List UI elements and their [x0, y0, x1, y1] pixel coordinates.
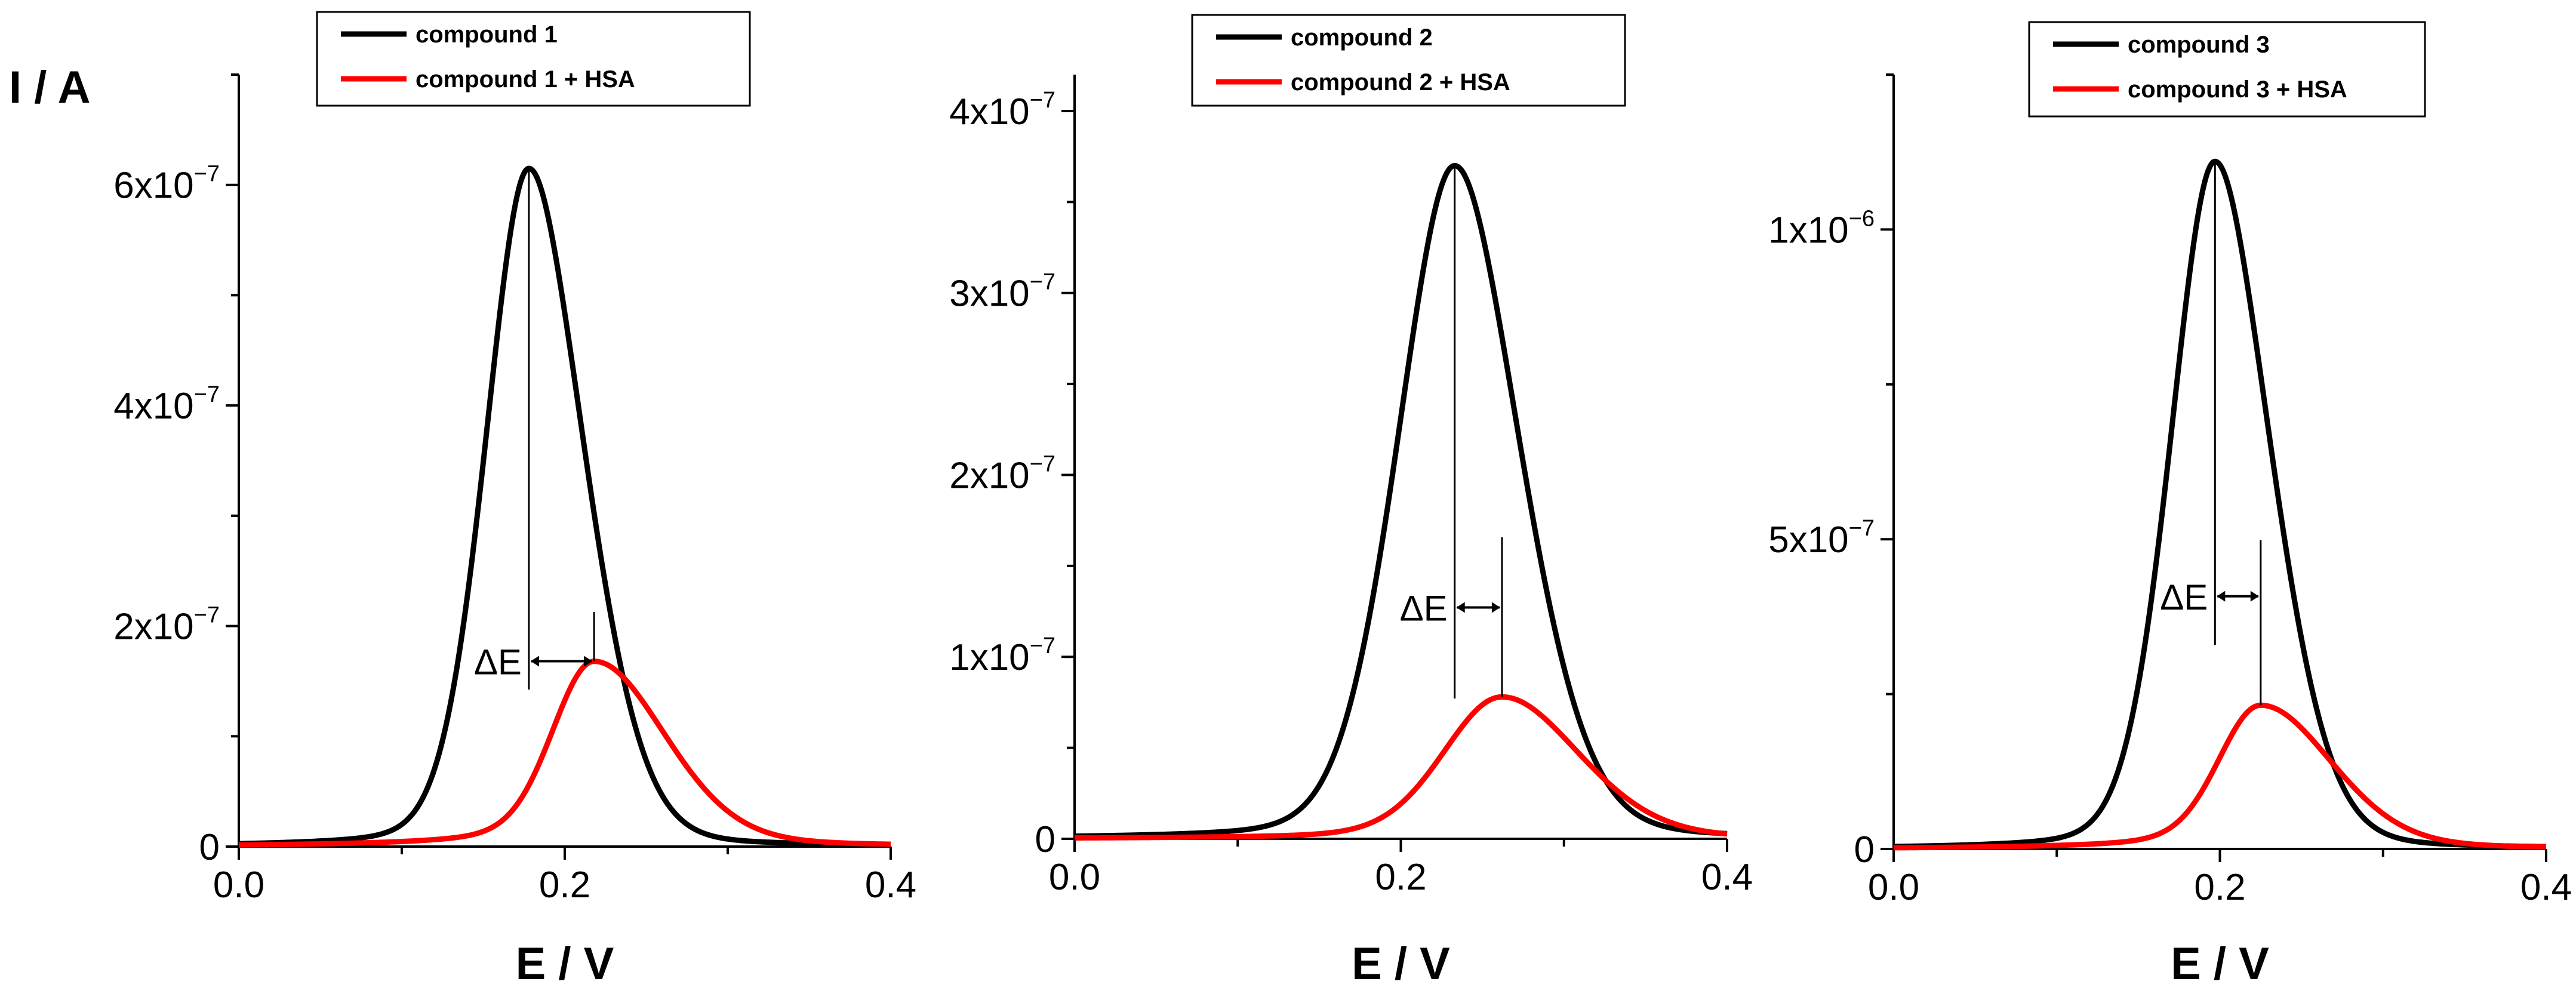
y-tick-exponent: −7 — [1849, 516, 1875, 541]
series-line-compound — [238, 165, 892, 848]
legend-label: compound 3 + HSA — [2128, 76, 2347, 103]
y-tick-label: 1x10−7 — [949, 633, 1055, 678]
y-tick-exponent: −7 — [194, 603, 220, 628]
series-line-compound-hsa — [1892, 702, 2547, 851]
y-axis-title: I / A — [9, 62, 91, 113]
y-tick-mantissa: 1x10 — [1768, 210, 1848, 251]
y-tick-label: 0 — [1035, 819, 1055, 860]
y-tick-label: 3x10−7 — [949, 270, 1055, 315]
legend-label: compound 2 + HSA — [1291, 69, 1510, 96]
delta-e-label: ΔE — [1400, 589, 1448, 629]
y-tick-mantissa: 0 — [199, 827, 220, 868]
delta-e-arrowhead-left — [2217, 590, 2226, 602]
delta-e-arrowhead-right — [584, 656, 593, 667]
x-tick-label: 0.4 — [1701, 857, 1753, 898]
y-tick-mantissa: 6x10 — [113, 165, 193, 207]
x-tick-label: 0.4 — [2520, 867, 2572, 908]
y-tick-mantissa: 5x10 — [1768, 519, 1848, 561]
delta-e-label: ΔE — [474, 642, 522, 682]
y-tick-exponent: −7 — [1030, 88, 1055, 113]
y-tick-label: 0 — [199, 827, 220, 868]
y-tick-mantissa: 3x10 — [949, 273, 1029, 315]
y-tick-mantissa: 4x10 — [113, 386, 193, 427]
delta-e-label: ΔE — [2160, 577, 2208, 617]
y-tick-label: 2x10−7 — [113, 603, 220, 648]
series-line-compound — [1073, 162, 1728, 839]
y-tick-exponent: −7 — [1030, 451, 1055, 476]
series-line-compound-hsa — [1073, 694, 1728, 841]
legend-label: compound 3 — [2128, 32, 2270, 58]
y-tick-exponent: −6 — [1849, 206, 1875, 231]
x-tick-label: 0.2 — [2194, 867, 2245, 908]
y-tick-exponent: −7 — [194, 382, 220, 407]
y-tick-label: 4x10−7 — [113, 382, 220, 427]
delta-e-arrowhead-left — [530, 656, 539, 667]
legend-box — [2028, 21, 2426, 118]
delta-e-arrowhead-right — [2250, 590, 2259, 602]
x-tick-label: 0.0 — [1049, 857, 1100, 898]
y-tick-mantissa: 2x10 — [113, 607, 193, 648]
x-axis-title: E / V — [1352, 939, 1450, 989]
x-tick-label: 0.2 — [539, 864, 590, 906]
legend-label: compound 1 — [416, 21, 558, 48]
legend-label: compound 2 — [1291, 24, 1433, 51]
y-tick-exponent: −7 — [1030, 270, 1055, 295]
delta-e-arrowhead-left — [1456, 602, 1465, 613]
x-axis-title: E / V — [516, 939, 614, 989]
legend: compound 1 compound 1 + HSA — [316, 11, 751, 107]
y-tick-mantissa: 1x10 — [949, 637, 1029, 678]
legend-box — [316, 11, 751, 107]
y-tick-mantissa: 2x10 — [949, 455, 1029, 496]
y-tick-mantissa: 4x10 — [949, 91, 1029, 133]
y-tick-label: 1x10−6 — [1768, 206, 1875, 251]
x-tick-label: 0.4 — [865, 864, 916, 906]
legend-label: compound 1 + HSA — [416, 66, 635, 93]
x-tick-label: 0.0 — [213, 864, 264, 906]
series-line-compound — [1892, 158, 2547, 850]
x-axis-title: E / V — [2171, 939, 2269, 989]
y-tick-label: 0 — [1854, 829, 1875, 870]
x-tick-label: 0.0 — [1868, 867, 1919, 908]
delta-e-arrowhead-right — [1491, 602, 1500, 613]
y-tick-label: 6x10−7 — [113, 162, 220, 207]
y-tick-label: 4x10−7 — [949, 88, 1055, 133]
y-tick-label: 5x10−7 — [1768, 516, 1875, 561]
legend: compound 2 compound 2 + HSA — [1191, 14, 1626, 107]
legend: compound 3 compound 3 + HSA — [2028, 21, 2426, 118]
legend-box — [1191, 14, 1626, 107]
series-line-compound-hsa — [238, 659, 892, 848]
y-tick-mantissa: 0 — [1854, 829, 1875, 870]
y-tick-label: 2x10−7 — [949, 451, 1055, 496]
y-tick-exponent: −7 — [194, 162, 220, 187]
y-tick-mantissa: 0 — [1035, 819, 1055, 860]
y-tick-exponent: −7 — [1030, 633, 1055, 659]
x-tick-label: 0.2 — [1375, 857, 1426, 898]
